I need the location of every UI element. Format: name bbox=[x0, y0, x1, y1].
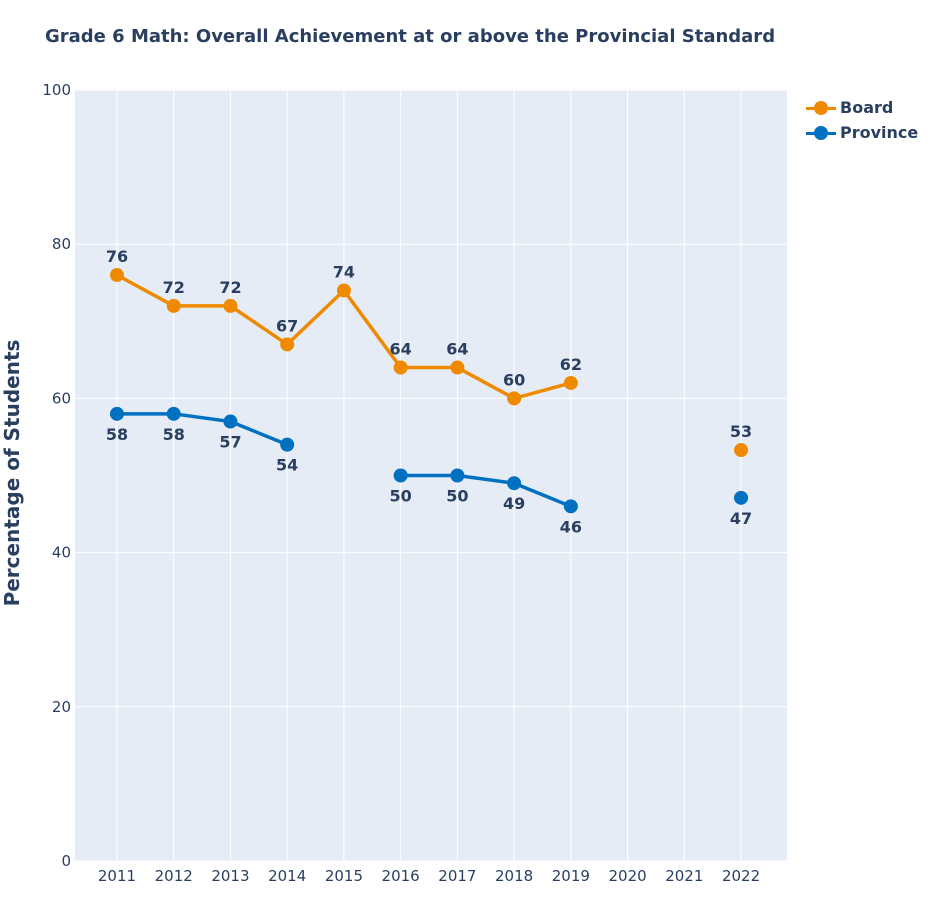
x-tick-label: 2013 bbox=[211, 867, 249, 885]
x-tick-label: 2016 bbox=[382, 867, 420, 885]
x-tick-label: 2015 bbox=[325, 867, 363, 885]
province-point bbox=[223, 414, 238, 429]
province-data-label: 50 bbox=[390, 487, 412, 506]
board-data-label: 76 bbox=[106, 247, 128, 266]
board-point bbox=[336, 283, 351, 298]
x-tick-label: 2017 bbox=[438, 867, 476, 885]
x-tick-label: 2018 bbox=[495, 867, 533, 885]
province-point bbox=[166, 406, 181, 421]
province-data-label: 54 bbox=[276, 456, 298, 475]
legend-item-board[interactable]: Board bbox=[806, 98, 893, 117]
board-point bbox=[393, 360, 408, 375]
board-point bbox=[734, 443, 749, 458]
province-data-label: 46 bbox=[560, 517, 582, 536]
legend-label-board: Board bbox=[840, 98, 894, 117]
x-tick-label: 2019 bbox=[552, 867, 590, 885]
y-tick-label: 80 bbox=[52, 235, 71, 253]
x-tick-label: 2020 bbox=[608, 867, 646, 885]
board-point bbox=[280, 337, 295, 352]
province-marker-icon bbox=[806, 125, 836, 140]
province-data-label: 57 bbox=[219, 433, 241, 452]
province-data-label: 58 bbox=[163, 425, 185, 444]
province-data-label: 47 bbox=[730, 509, 752, 528]
province-point bbox=[734, 490, 749, 505]
board-point bbox=[450, 360, 465, 375]
board-data-label: 74 bbox=[333, 262, 355, 281]
province-line bbox=[400, 473, 572, 508]
province-point bbox=[450, 468, 465, 483]
y-tick-label: 100 bbox=[42, 81, 71, 99]
board-data-label: 72 bbox=[163, 278, 185, 297]
legend-item-province[interactable]: Province bbox=[806, 123, 918, 142]
province-data-label: 49 bbox=[503, 494, 525, 513]
board-point bbox=[223, 298, 238, 313]
province-point bbox=[393, 468, 408, 483]
x-tick-label: 2022 bbox=[722, 867, 760, 885]
province-data-label: 58 bbox=[106, 425, 128, 444]
x-tick-label: 2014 bbox=[268, 867, 306, 885]
legend-label-province: Province bbox=[840, 123, 919, 142]
y-tick-label: 0 bbox=[61, 852, 71, 870]
x-tick-label: 2021 bbox=[665, 867, 703, 885]
x-tick-label: 2012 bbox=[155, 867, 193, 885]
board-point bbox=[507, 391, 522, 406]
board-data-label: 67 bbox=[276, 316, 298, 335]
y-tick-label: 60 bbox=[52, 389, 71, 407]
board-data-label: 64 bbox=[446, 340, 468, 359]
y-tick-label: 40 bbox=[52, 544, 71, 562]
province-line bbox=[116, 412, 288, 447]
board-data-label: 53 bbox=[730, 422, 752, 441]
board-data-label: 62 bbox=[560, 355, 582, 374]
y-tick-label: 20 bbox=[52, 698, 71, 716]
province-data-label: 50 bbox=[446, 487, 468, 506]
board-point bbox=[166, 298, 181, 313]
board-point bbox=[109, 268, 124, 283]
board-marker-icon bbox=[806, 100, 836, 115]
province-point bbox=[507, 476, 522, 491]
board-data-label: 64 bbox=[390, 340, 412, 359]
province-point bbox=[280, 437, 295, 452]
province-point bbox=[563, 499, 578, 514]
board-point bbox=[563, 375, 578, 390]
province-point bbox=[109, 406, 124, 421]
chart-title: Grade 6 Math: Overall Achievement at or … bbox=[45, 26, 776, 47]
x-tick-label: 2011 bbox=[98, 867, 136, 885]
board-data-label: 72 bbox=[219, 278, 241, 297]
board-data-label: 60 bbox=[503, 370, 525, 389]
